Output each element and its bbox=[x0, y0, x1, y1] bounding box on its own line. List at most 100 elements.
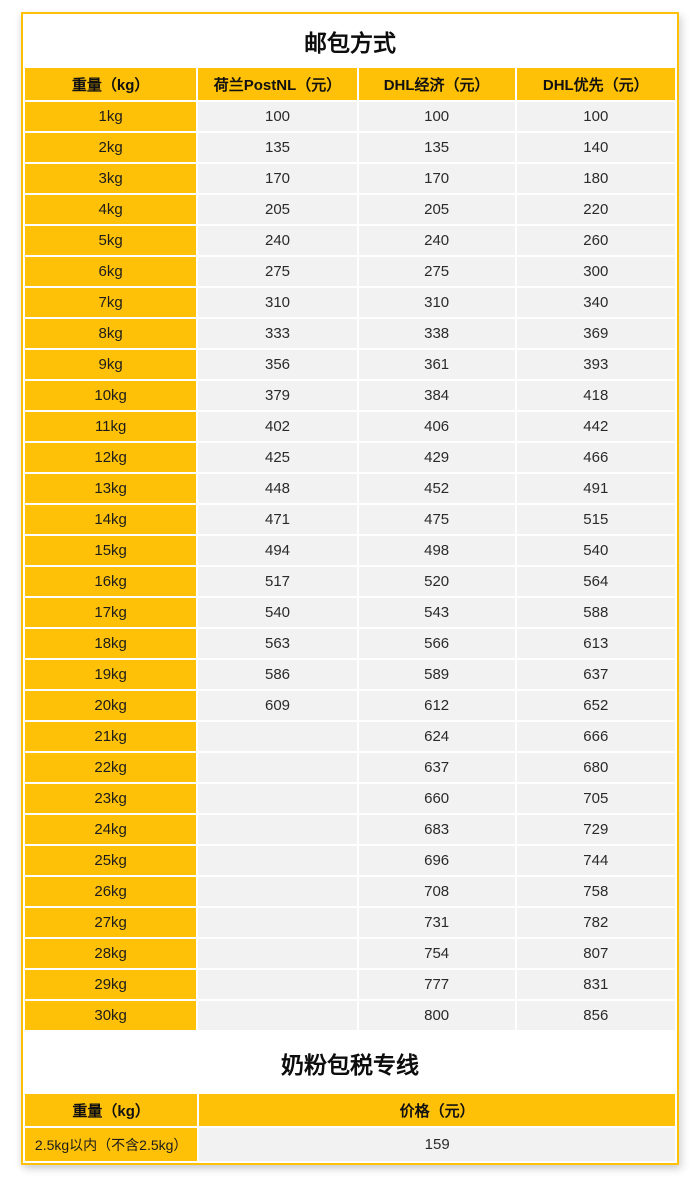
price-cell: 402 bbox=[198, 412, 357, 441]
price-cell: 637 bbox=[516, 660, 675, 689]
price-cell: 543 bbox=[358, 598, 515, 627]
table-row: 6kg 275 275 300 bbox=[25, 257, 675, 286]
price-cell: 369 bbox=[516, 319, 675, 348]
price-cell: 515 bbox=[516, 505, 675, 534]
table-row: 15kg 494 498 540 bbox=[25, 536, 675, 565]
price-cell: 520 bbox=[358, 567, 515, 596]
price-cell: 624 bbox=[358, 722, 515, 751]
table-row: 18kg 563 566 613 bbox=[25, 629, 675, 658]
price-cell: 425 bbox=[198, 443, 357, 472]
weight-cell: 3kg bbox=[25, 164, 197, 193]
price-cell: 800 bbox=[358, 1001, 515, 1030]
milk-price-cell: 159 bbox=[199, 1128, 675, 1161]
table-row: 1kg 100 100 100 bbox=[25, 102, 675, 131]
weight-cell: 29kg bbox=[25, 970, 197, 999]
weight-cell: 26kg bbox=[25, 877, 197, 906]
weight-cell: 17kg bbox=[25, 598, 197, 627]
weight-cell: 12kg bbox=[25, 443, 197, 472]
price-cell: 517 bbox=[198, 567, 357, 596]
price-cell: 471 bbox=[198, 505, 357, 534]
price-cell: 429 bbox=[358, 443, 515, 472]
table-row: 8kg 333 338 369 bbox=[25, 319, 675, 348]
price-cell bbox=[198, 722, 357, 751]
table-row: 11kg 402 406 442 bbox=[25, 412, 675, 441]
weight-cell: 18kg bbox=[25, 629, 197, 658]
price-cell: 442 bbox=[516, 412, 675, 441]
price-card: 邮包方式 重量（kg） 荷兰PostNL（元） DHL经济（元） DHL优先（元… bbox=[21, 12, 679, 1165]
price-cell: 170 bbox=[198, 164, 357, 193]
price-cell: 491 bbox=[516, 474, 675, 503]
table-row: 5kg 240 240 260 bbox=[25, 226, 675, 255]
table-row: 27kg 731 782 bbox=[25, 908, 675, 937]
price-cell: 340 bbox=[516, 288, 675, 317]
price-cell: 588 bbox=[516, 598, 675, 627]
table-row: 4kg 205 205 220 bbox=[25, 195, 675, 224]
milk-header-row: 重量（kg） 价格（元） bbox=[25, 1094, 675, 1126]
parcel-table: 邮包方式 重量（kg） 荷兰PostNL（元） DHL经济（元） DHL优先（元… bbox=[23, 14, 677, 1032]
table-row: 20kg 609 612 652 bbox=[25, 691, 675, 720]
price-cell: 609 bbox=[198, 691, 357, 720]
price-cell: 448 bbox=[198, 474, 357, 503]
price-cell: 586 bbox=[198, 660, 357, 689]
table-row: 7kg 310 310 340 bbox=[25, 288, 675, 317]
price-cell: 660 bbox=[358, 784, 515, 813]
price-cell: 652 bbox=[516, 691, 675, 720]
weight-cell: 15kg bbox=[25, 536, 197, 565]
price-cell: 782 bbox=[516, 908, 675, 937]
price-cell: 140 bbox=[516, 133, 675, 162]
price-cell: 777 bbox=[358, 970, 515, 999]
price-cell: 680 bbox=[516, 753, 675, 782]
milk-table: 奶粉包税专线 重量（kg） 价格（元） 2.5kg以内（不含2.5kg） 159 bbox=[23, 1032, 677, 1163]
price-cell: 683 bbox=[358, 815, 515, 844]
table-row: 25kg 696 744 bbox=[25, 846, 675, 875]
milk-header-weight: 重量（kg） bbox=[25, 1094, 198, 1126]
price-cell: 361 bbox=[358, 350, 515, 379]
table-row: 21kg 624 666 bbox=[25, 722, 675, 751]
price-cell: 379 bbox=[198, 381, 357, 410]
price-cell bbox=[198, 908, 357, 937]
weight-cell: 6kg bbox=[25, 257, 197, 286]
price-cell: 452 bbox=[358, 474, 515, 503]
price-cell bbox=[198, 784, 357, 813]
weight-cell: 10kg bbox=[25, 381, 197, 410]
weight-cell: 20kg bbox=[25, 691, 197, 720]
price-cell: 275 bbox=[358, 257, 515, 286]
price-cell: 205 bbox=[198, 195, 357, 224]
price-cell bbox=[198, 970, 357, 999]
price-cell: 333 bbox=[198, 319, 357, 348]
price-cell: 540 bbox=[198, 598, 357, 627]
table-row: 19kg 586 589 637 bbox=[25, 660, 675, 689]
table-row: 28kg 754 807 bbox=[25, 939, 675, 968]
price-cell: 494 bbox=[198, 536, 357, 565]
table-row: 30kg 800 856 bbox=[25, 1001, 675, 1030]
milk-weight-cell: 2.5kg以内（不含2.5kg） bbox=[25, 1128, 198, 1161]
table-row: 2.5kg以内（不含2.5kg） 159 bbox=[25, 1128, 675, 1161]
price-cell: 563 bbox=[198, 629, 357, 658]
price-cell: 384 bbox=[358, 381, 515, 410]
price-cell: 540 bbox=[516, 536, 675, 565]
table-row: 24kg 683 729 bbox=[25, 815, 675, 844]
price-cell: 498 bbox=[358, 536, 515, 565]
price-cell: 220 bbox=[516, 195, 675, 224]
weight-cell: 28kg bbox=[25, 939, 197, 968]
table-row: 14kg 471 475 515 bbox=[25, 505, 675, 534]
header-dhl-economy: DHL经济（元） bbox=[358, 68, 515, 100]
price-cell: 356 bbox=[198, 350, 357, 379]
price-cell: 566 bbox=[358, 629, 515, 658]
price-cell: 589 bbox=[358, 660, 515, 689]
parcel-table-body: 1kg 100 100 100 2kg 135 135 140 3kg 170 170 180 4kg 2… bbox=[25, 102, 675, 1030]
price-cell: 637 bbox=[358, 753, 515, 782]
header-postnl: 荷兰PostNL（元） bbox=[198, 68, 357, 100]
table-row: 9kg 356 361 393 bbox=[25, 350, 675, 379]
table-row: 16kg 517 520 564 bbox=[25, 567, 675, 596]
page: 邮包方式 重量（kg） 荷兰PostNL（元） DHL经济（元） DHL优先（元… bbox=[0, 12, 700, 1194]
weight-cell: 7kg bbox=[25, 288, 197, 317]
parcel-header-row: 重量（kg） 荷兰PostNL（元） DHL经济（元） DHL优先（元） bbox=[25, 68, 675, 100]
table-row: 29kg 777 831 bbox=[25, 970, 675, 999]
price-cell: 100 bbox=[198, 102, 357, 131]
table-row: 3kg 170 170 180 bbox=[25, 164, 675, 193]
weight-cell: 8kg bbox=[25, 319, 197, 348]
price-cell: 564 bbox=[516, 567, 675, 596]
price-cell: 100 bbox=[516, 102, 675, 131]
weight-cell: 23kg bbox=[25, 784, 197, 813]
